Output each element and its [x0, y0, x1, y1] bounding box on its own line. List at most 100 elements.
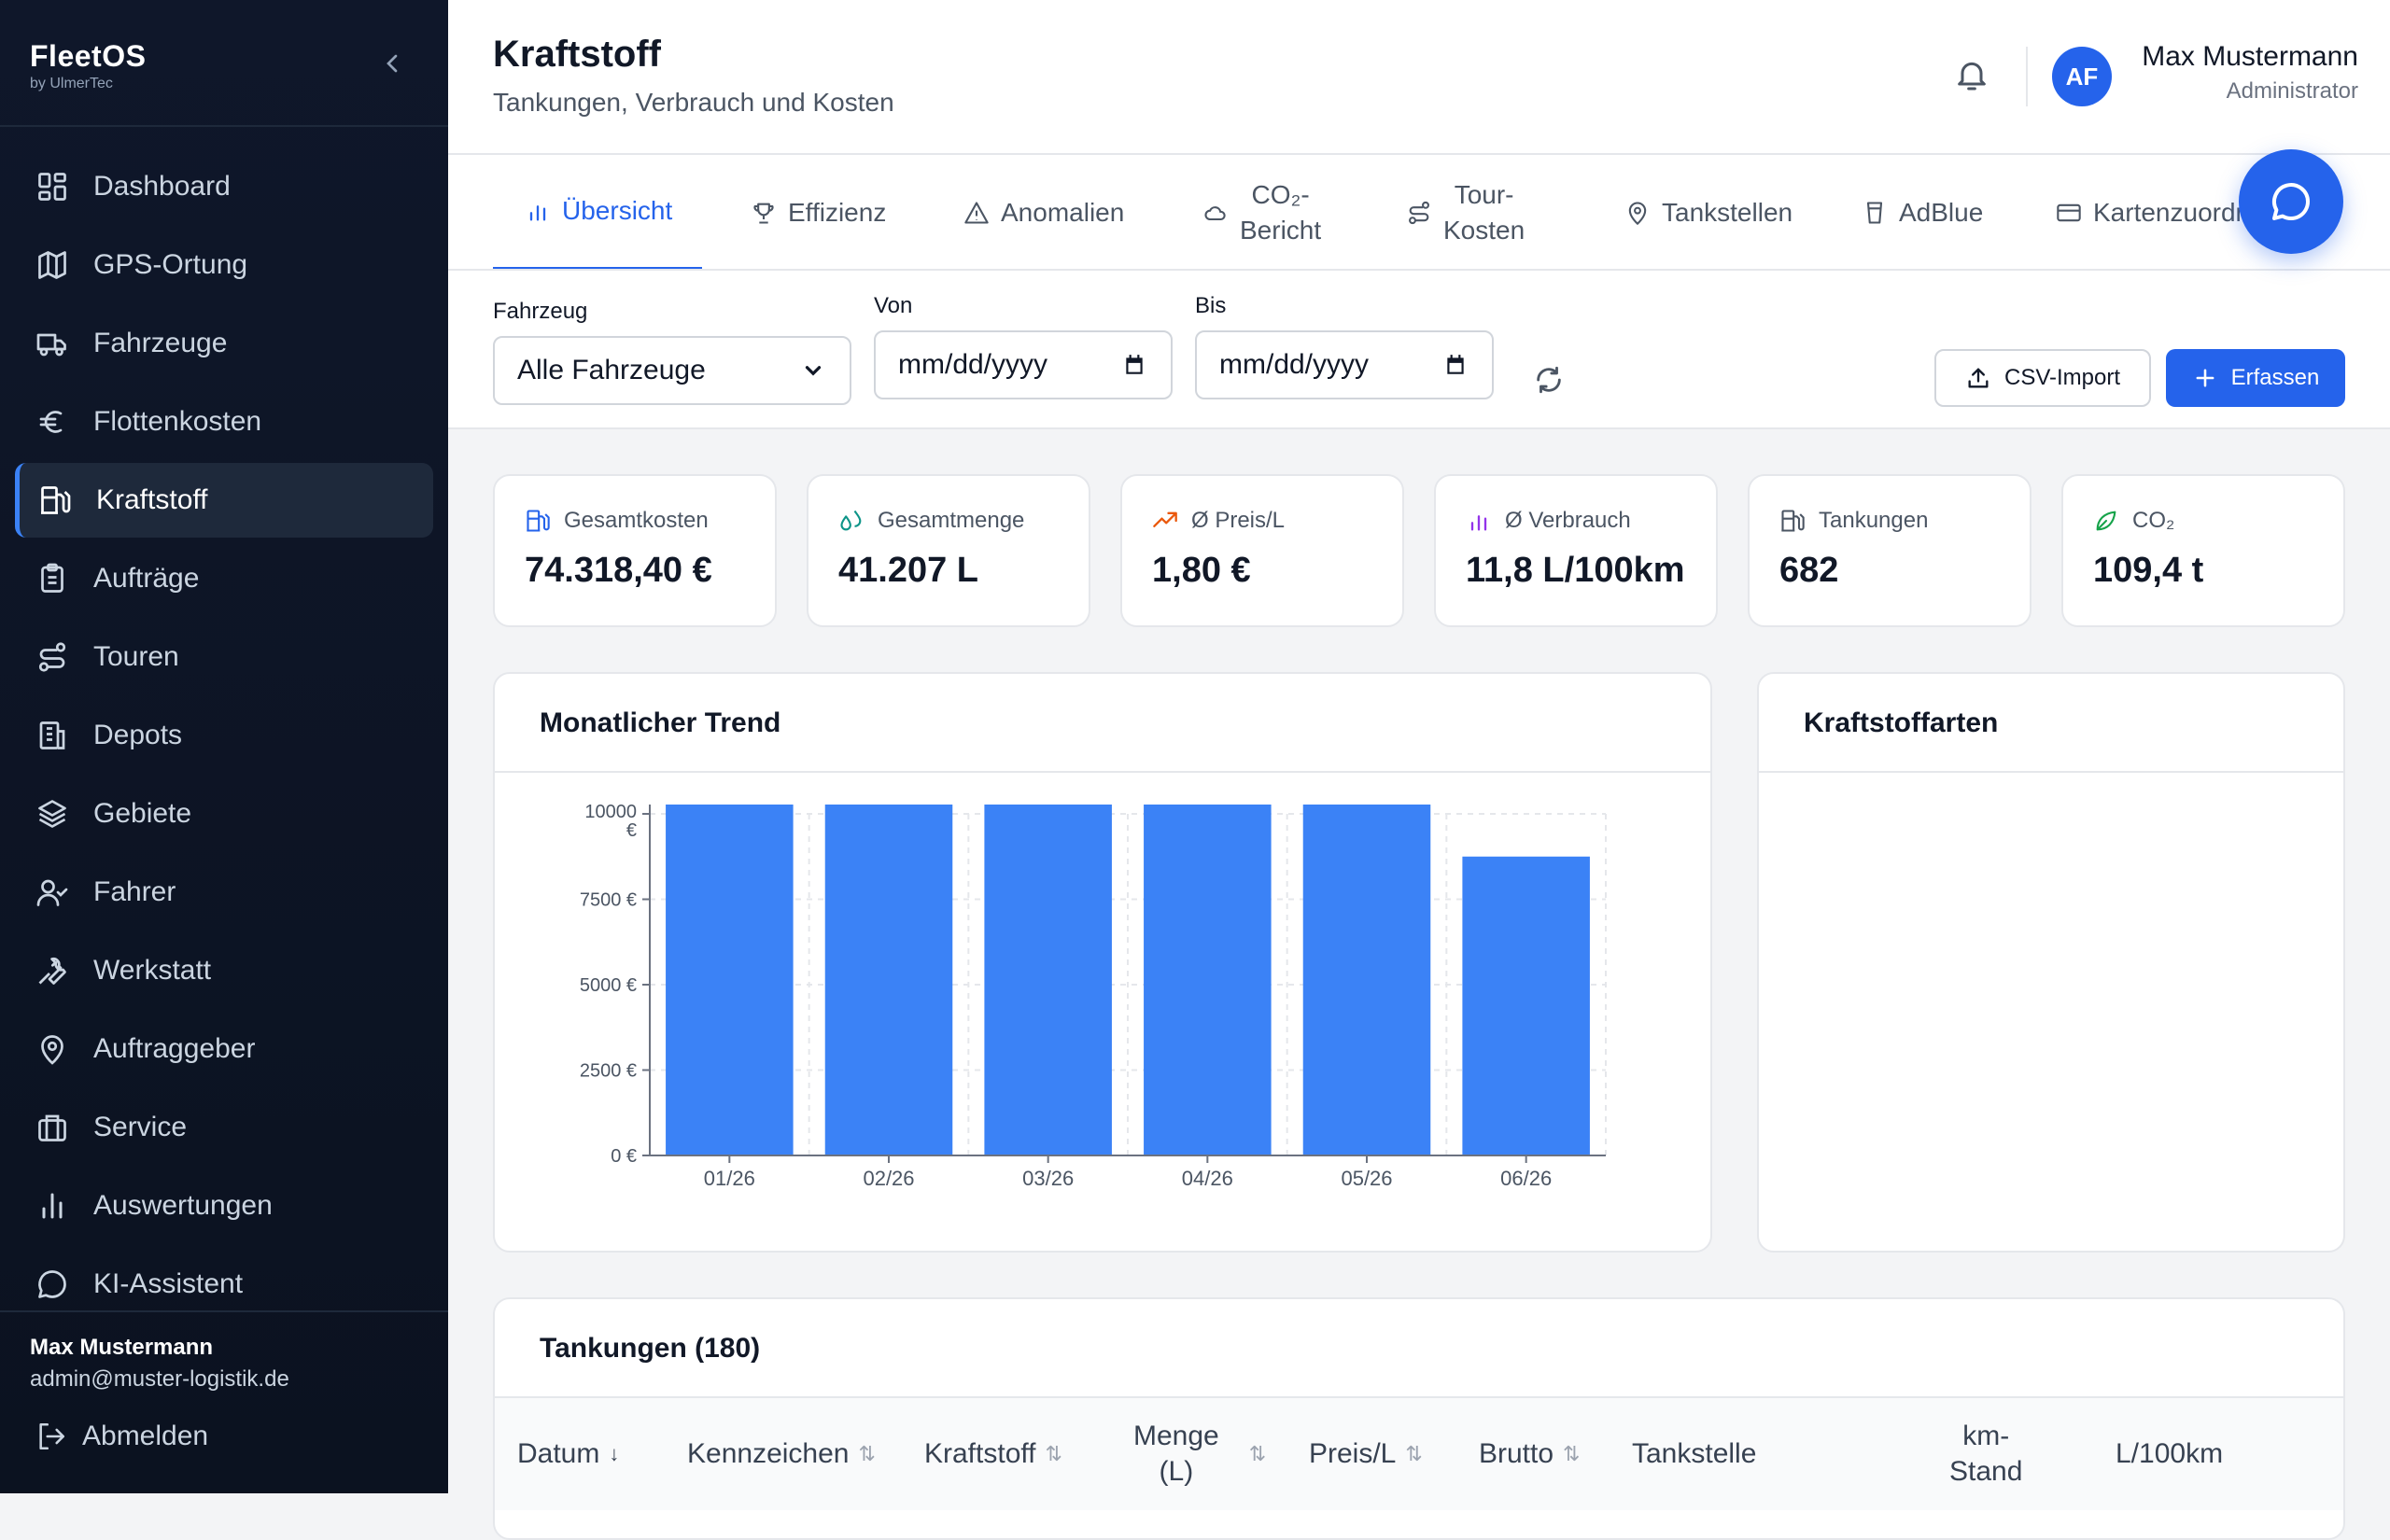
sidebar-divider [0, 1310, 448, 1312]
y-tick-label: 0 € [611, 1146, 637, 1167]
route-icon [1409, 201, 1429, 225]
kpi-label-text: Gesamtmenge [878, 508, 1025, 533]
tab-uebersicht[interactable]: Übersicht [493, 155, 703, 269]
sidebar-item-label: Fahrer [93, 876, 176, 907]
log-out-icon [39, 1422, 65, 1450]
sort-icon: ⇅ [1563, 1442, 1581, 1465]
dashboard-icon [38, 173, 66, 201]
trending-up-icon [1153, 511, 1177, 527]
column-header-datum[interactable]: Datum ↓ [517, 1398, 619, 1510]
chat-button[interactable] [2239, 149, 2343, 254]
fuel-types-card: Kraftstoffarten [1757, 672, 2345, 1253]
tab-co2-bericht[interactable]: CO₂- Bericht [1202, 155, 1321, 269]
logout-button[interactable]: Abmelden [35, 1421, 208, 1452]
column-label-line: (L) [1159, 1456, 1194, 1487]
sidebar-nav: Dashboard GPS-Ortung Fahrzeuge Flottenko… [15, 149, 433, 1325]
header-divider [2026, 47, 2028, 106]
filter-bar: Fahrzeug Alle Fahrzeuge Von mm/dd/yyyy B… [448, 271, 2390, 429]
bell-icon[interactable] [1953, 56, 1990, 93]
sidebar-item-depots[interactable]: Depots [15, 698, 433, 773]
kpi-value: 682 [1779, 551, 1839, 590]
sidebar-item-ki-assistent[interactable]: KI-Assistent [15, 1247, 433, 1322]
sidebar-item-gps-ortung[interactable]: GPS-Ortung [15, 228, 433, 302]
kpi-card-co2: CO₂ 109,4 t [2061, 474, 2345, 627]
kpi-card-preis: Ø Preis/L 1,80 € [1120, 474, 1404, 627]
sidebar-divider [0, 125, 448, 127]
tab-label: AdBlue [1899, 198, 1984, 227]
table-header: Datum ↓ Kennzeichen ⇅ Kraftstoff ⇅ Menge (L)… [495, 1398, 2343, 1510]
column-label: Menge (L) [1133, 1419, 1219, 1490]
kpi-label-text: Gesamtkosten [564, 508, 709, 533]
calendar-icon[interactable] [1122, 353, 1146, 377]
sidebar-item-label: Fahrzeuge [93, 328, 228, 358]
header-user[interactable]: Max Mustermann Administrator [2142, 41, 2358, 105]
tab-label: Effizienz [788, 198, 887, 227]
user-check-icon [36, 879, 68, 906]
plus-icon [2196, 369, 2214, 387]
column-header-menge[interactable]: Menge (L) ⇅ [1133, 1398, 1266, 1510]
column-header-verbrauch: L/100km [2116, 1398, 2223, 1510]
avatar[interactable]: AF [2052, 47, 2112, 106]
sidebar-item-auftraege[interactable]: Aufträge [15, 541, 433, 616]
sidebar-item-kraftstoff[interactable]: Kraftstoff [15, 463, 433, 538]
chevron-left-icon[interactable] [377, 49, 407, 78]
sidebar-item-label: Touren [93, 641, 179, 672]
header-user-role: Administrator [2226, 78, 2358, 104]
chart-bar [1144, 805, 1272, 1155]
column-label: Datum [517, 1438, 600, 1469]
kpi-label-text: Ø Verbrauch [1505, 508, 1631, 533]
vehicle-filter-label: Fahrzeug [493, 299, 588, 324]
y-tick-label: 7500 € [580, 890, 637, 911]
kpi-label: Tankungen [1779, 508, 1928, 534]
brand-logo[interactable]: FleetOS by UlmerTec [30, 39, 146, 92]
message-circle-icon [2272, 183, 2310, 220]
sidebar-item-flottenkosten[interactable]: Flottenkosten [15, 385, 433, 459]
sidebar: FleetOS by UlmerTec Dashboard GPS-Ortung… [0, 0, 448, 1493]
chart-bar [984, 805, 1112, 1155]
from-date-label: Von [874, 293, 913, 318]
tab-tankstellen[interactable]: Tankstellen [1624, 155, 1792, 269]
tab-label: Anomalien [1001, 198, 1125, 227]
sort-icon: ⇅ [858, 1442, 876, 1465]
sidebar-item-gebiete[interactable]: Gebiete [15, 777, 433, 851]
column-header-kraftstoff[interactable]: Kraftstoff ⇅ [924, 1398, 1062, 1510]
sidebar-item-werkstatt[interactable]: Werkstatt [15, 933, 433, 1008]
map-pin-icon [1628, 202, 1647, 226]
y-tick-label: 5000 € [580, 975, 637, 996]
tab-effizienz[interactable]: Effizienz [751, 155, 887, 269]
sidebar-item-dashboard[interactable]: Dashboard [15, 149, 433, 224]
tab-anomalien[interactable]: Anomalien [963, 155, 1125, 269]
sidebar-item-service[interactable]: Service [15, 1090, 433, 1165]
refresh-icon[interactable] [1533, 364, 1565, 396]
kpi-label: Ø Verbrauch [1466, 508, 1631, 534]
main-content: Kraftstoff Tankungen, Verbrauch und Kost… [448, 0, 2390, 1540]
kpi-value: 1,80 € [1152, 551, 1251, 590]
tab-adblue[interactable]: AdBlue [1862, 155, 1984, 269]
sidebar-item-label: Auftraggeber [93, 1033, 256, 1064]
from-date-placeholder: mm/dd/yyyy [898, 349, 1048, 380]
kpi-card-gesamtkosten: Gesamtkosten 74.318,40 € [493, 474, 777, 627]
kpi-value: 74.318,40 € [525, 551, 712, 590]
header-user-name: Max Mustermann [2142, 41, 2358, 72]
sidebar-item-touren[interactable]: Touren [15, 620, 433, 694]
sidebar-item-label: Flottenkosten [93, 406, 262, 437]
from-date-input[interactable]: mm/dd/yyyy [874, 330, 1173, 399]
column-header-preis[interactable]: Preis/L ⇅ [1309, 1398, 1423, 1510]
calendar-icon[interactable] [1443, 353, 1468, 377]
add-fueling-button[interactable]: Erfassen [2166, 349, 2345, 407]
sidebar-item-auswertungen[interactable]: Auswertungen [15, 1169, 433, 1243]
column-header-brutto[interactable]: Brutto ⇅ [1479, 1398, 1580, 1510]
sidebar-item-auftraggeber[interactable]: Auftraggeber [15, 1012, 433, 1086]
tab-tour-kosten[interactable]: Tour- Kosten [1406, 155, 1525, 269]
credit-card-icon [2057, 203, 2081, 222]
sidebar-item-fahrer[interactable]: Fahrer [15, 855, 433, 930]
sidebar-item-fahrzeuge[interactable]: Fahrzeuge [15, 306, 433, 381]
csv-import-button[interactable]: CSV-Import [1934, 349, 2151, 407]
chevron-down-icon [805, 366, 822, 376]
column-header-kennzeichen[interactable]: Kennzeichen ⇅ [687, 1398, 876, 1510]
vehicle-select[interactable]: Alle Fahrzeuge [493, 336, 851, 405]
bar-chart-icon [1470, 515, 1487, 531]
to-date-input[interactable]: mm/dd/yyyy [1195, 330, 1494, 399]
sidebar-item-label: KI-Assistent [93, 1268, 244, 1299]
card-divider [495, 771, 1710, 773]
